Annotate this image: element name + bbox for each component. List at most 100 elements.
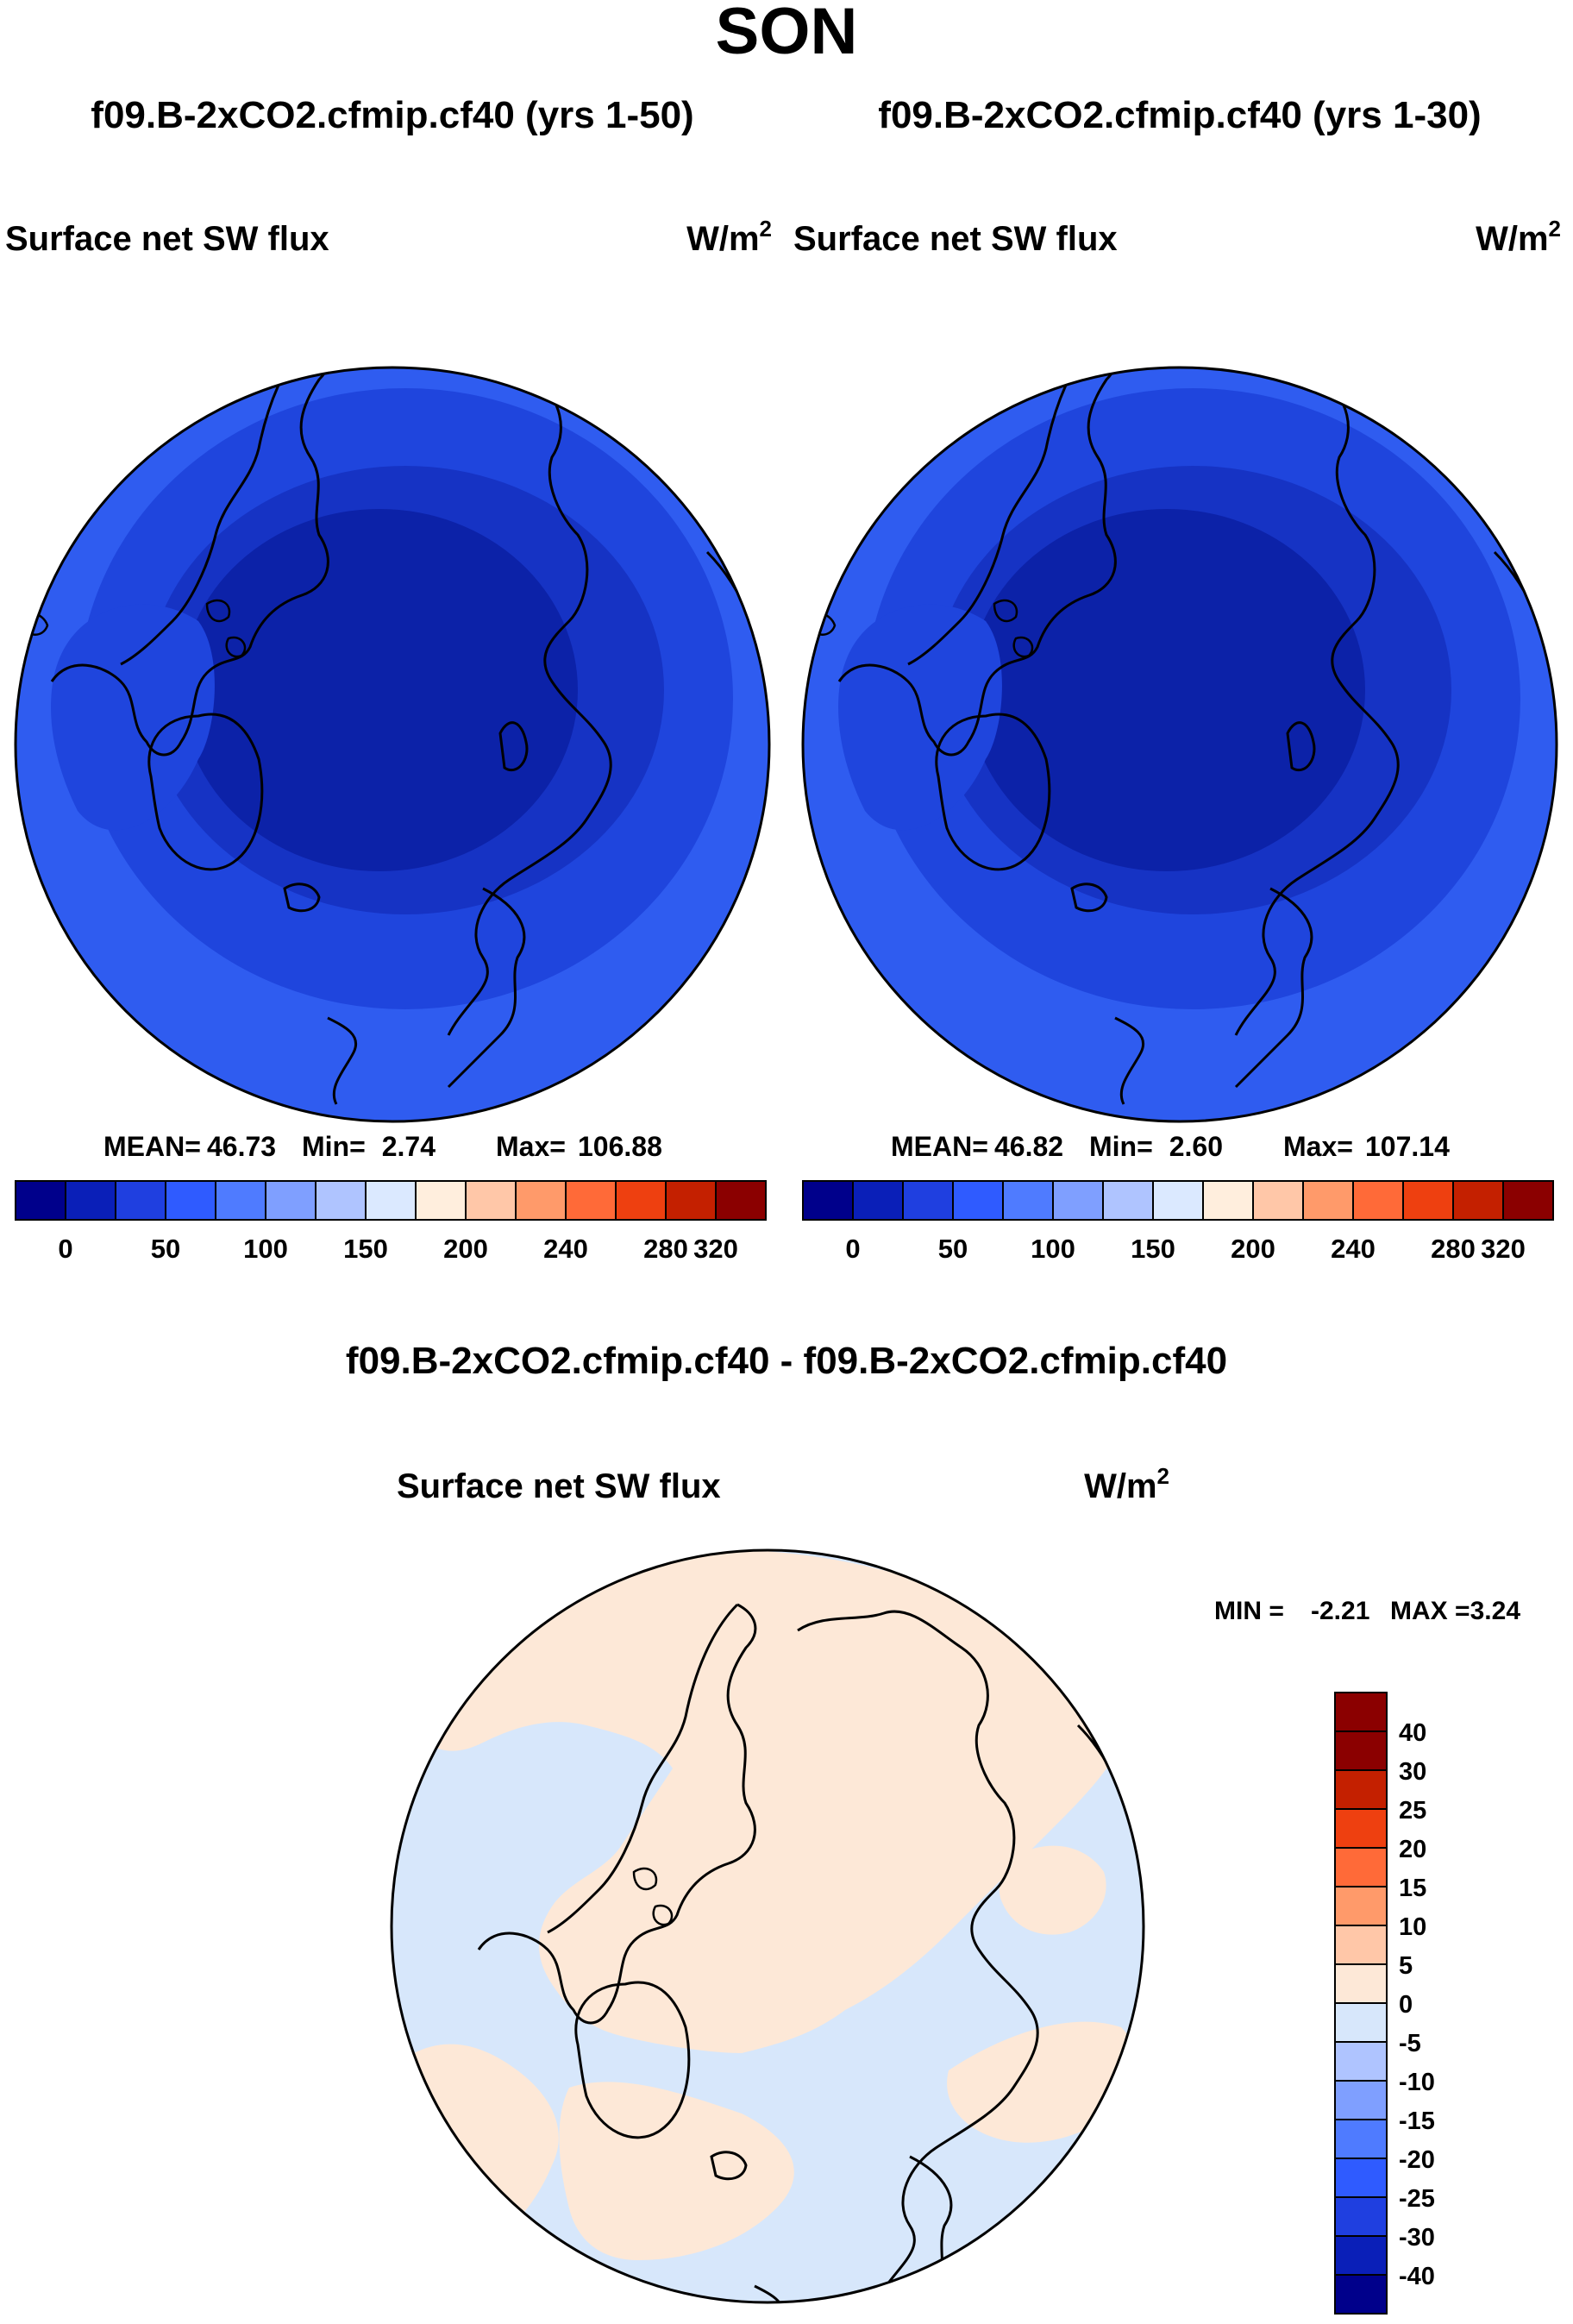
panel-left-colorbar-swatch — [715, 1180, 767, 1221]
panel-right-colorbar-swatch — [1152, 1180, 1204, 1221]
difference-colorbar-tick-label: 25 — [1399, 1797, 1426, 1825]
panel-left-colorbar-swatch — [315, 1180, 367, 1221]
panel-left-mean-value: 46.73 — [207, 1131, 276, 1162]
panel-right-mean-label: MEAN= — [891, 1131, 988, 1162]
panel-left-map — [16, 367, 769, 1121]
panel-right-colorbar-swatch — [902, 1180, 954, 1221]
panel-left-colorbar-swatch — [615, 1180, 667, 1221]
difference-colorbar-swatch — [1334, 1963, 1388, 2004]
difference-colorbar-swatch — [1334, 1730, 1388, 1771]
difference-max-value: 3.24 — [1470, 1597, 1521, 1625]
panel-right-max-value: 107.14 — [1365, 1131, 1450, 1162]
panel-difference: f09.B-2xCO2.cfmip.cf40 - f09.B-2xCO2.cfm… — [346, 1340, 1520, 2315]
difference-colorbar-swatch — [1334, 1886, 1388, 1926]
panel-left-colorbar: 0 50 100 150 200 240 280 320 — [15, 1180, 767, 1264]
difference-min-label: MIN = — [1214, 1597, 1284, 1625]
difference-colorbar-tick-label: -10 — [1399, 2069, 1435, 2096]
panel-left-map-border — [14, 366, 771, 1123]
panel-left-colorbar-swatch — [365, 1180, 417, 1221]
panel-left-max-label: Max= — [496, 1131, 566, 1162]
panel-right-colorbar-tick-label: 200 — [1231, 1234, 1275, 1264]
difference-colorbar-tick-label: -30 — [1399, 2224, 1435, 2252]
panel-left-variable: Surface net SW flux — [5, 220, 329, 258]
panel-left-colorbar-swatch — [265, 1180, 316, 1221]
panel-right-colorbar-swatch — [852, 1180, 904, 1221]
panel-left-colorbar-tick-label: 100 — [243, 1234, 288, 1264]
difference-colorbar-swatch — [1334, 2119, 1388, 2159]
difference-colorbar-tick-label: -40 — [1399, 2263, 1435, 2290]
difference-colorbar-tick-label: 20 — [1399, 1836, 1426, 1863]
difference-colorbar-swatch — [1334, 1692, 1388, 1732]
panel-left-min-value: 2.74 — [382, 1131, 436, 1162]
difference-colorbar-tick-label: 10 — [1399, 1913, 1426, 1941]
season-title: SON — [716, 0, 858, 68]
difference-min-value: -2.21 — [1311, 1597, 1369, 1625]
panel-right-colorbar-swatch — [1502, 1180, 1554, 1221]
panel-left-colorbar-swatch — [165, 1180, 216, 1221]
panel-left-colorbar-tick-label: 50 — [151, 1234, 180, 1264]
difference-colorbar-swatch — [1334, 2196, 1388, 2237]
panel-left-colorbar-swatch — [15, 1180, 66, 1221]
panel-left-case-title: f09.B-2xCO2.cfmip.cf40 (yrs 1-50) — [91, 94, 693, 136]
difference-colorbar-swatch — [1334, 2002, 1388, 2043]
panel-right: f09.B-2xCO2.cfmip.cf40 (yrs 1-30) Surfac… — [793, 94, 1561, 1264]
difference-colorbar-tick-label: 15 — [1399, 1875, 1426, 1902]
difference-colorbar-tick-label: -20 — [1399, 2146, 1435, 2174]
panel-right-map-border — [801, 366, 1558, 1123]
panel-right-colorbar-swatch — [1302, 1180, 1354, 1221]
panel-right-colorbar-swatch — [1052, 1180, 1104, 1221]
panel-right-map — [803, 367, 1557, 1121]
panel-right-colorbar-swatch — [1202, 1180, 1254, 1221]
panel-left-colorbar-swatch — [515, 1180, 567, 1221]
difference-colorbar-swatch — [1334, 2274, 1388, 2315]
panel-right-max-label: Max= — [1283, 1131, 1353, 1162]
panel-right-colorbar-swatch — [1402, 1180, 1454, 1221]
panel-right-min-label: Min= — [1089, 1131, 1153, 1162]
difference-colorbar-swatch — [1334, 1808, 1388, 1849]
panel-right-colorbar-swatch — [1452, 1180, 1504, 1221]
panel-right-colorbar-tick-label: 150 — [1131, 1234, 1175, 1264]
difference-colorbar-swatch — [1334, 1925, 1388, 1965]
panel-right-colorbar-tick-label: 240 — [1331, 1234, 1376, 1264]
difference-colorbar-swatch — [1334, 2041, 1388, 2082]
panel-right-colorbar-swatch — [802, 1180, 854, 1221]
panel-left-colorbar-tick-label: 150 — [343, 1234, 388, 1264]
panel-right-colorbar-tick-label: 320 — [1481, 1234, 1526, 1264]
panel-right-min-value: 2.60 — [1169, 1131, 1223, 1162]
difference-colorbar-tick-label: 30 — [1399, 1758, 1426, 1786]
panel-left-colorbar-tick-label: 240 — [543, 1234, 588, 1264]
difference-colorbar-tick-label: -15 — [1399, 2107, 1435, 2135]
panel-left-colorbar-swatch — [665, 1180, 717, 1221]
panel-right-colorbar-swatch — [952, 1180, 1004, 1221]
difference-map — [392, 1550, 1144, 2302]
panel-right-colorbar-swatch — [1252, 1180, 1304, 1221]
difference-colorbar-tick-label: 40 — [1399, 1719, 1426, 1747]
difference-units: W/m2 — [1084, 1463, 1169, 1505]
difference-colorbar-tick-label: -25 — [1399, 2185, 1435, 2213]
difference-variable: Surface net SW flux — [397, 1467, 721, 1505]
panel-right-colorbar-tick-label: 100 — [1031, 1234, 1075, 1264]
panel-left-colorbar-tick-label: 320 — [693, 1234, 738, 1264]
panel-right-colorbar: 0 50 100 150 200 240 280 320 — [802, 1180, 1554, 1264]
panel-right-mean-value: 46.82 — [994, 1131, 1063, 1162]
difference-colorbar-swatch — [1334, 2158, 1388, 2198]
panel-right-units: W/m2 — [1476, 216, 1561, 258]
panel-right-colorbar-tick-label: 0 — [845, 1234, 860, 1264]
panel-left-colorbar-swatch — [215, 1180, 266, 1221]
panel-left: f09.B-2xCO2.cfmip.cf40 (yrs 1-50) Surfac… — [5, 94, 772, 1264]
panel-right-colorbar-tick-label: 50 — [938, 1234, 968, 1264]
panel-left-stats: MEAN= 46.73 Min= 2.74 Max= 106.88 — [103, 1131, 662, 1162]
difference-max-label: MAX = — [1390, 1597, 1470, 1625]
panel-right-colorbar-swatch — [1352, 1180, 1404, 1221]
panel-left-units: W/m2 — [686, 216, 772, 258]
panel-right-stats: MEAN= 46.82 Min= 2.60 Max= 107.14 — [891, 1131, 1450, 1162]
panel-left-colorbar-swatch — [565, 1180, 617, 1221]
difference-map-border — [390, 1548, 1145, 2304]
panel-left-min-label: Min= — [302, 1131, 366, 1162]
difference-stats: MIN = -2.21 MAX = 3.24 — [1214, 1597, 1520, 1625]
panel-left-colorbar-swatch — [415, 1180, 467, 1221]
difference-colorbar-tick-label: -5 — [1399, 2030, 1421, 2057]
panel-left-colorbar-tick-label: 280 — [643, 1234, 688, 1264]
panel-left-colorbar-swatch — [65, 1180, 116, 1221]
